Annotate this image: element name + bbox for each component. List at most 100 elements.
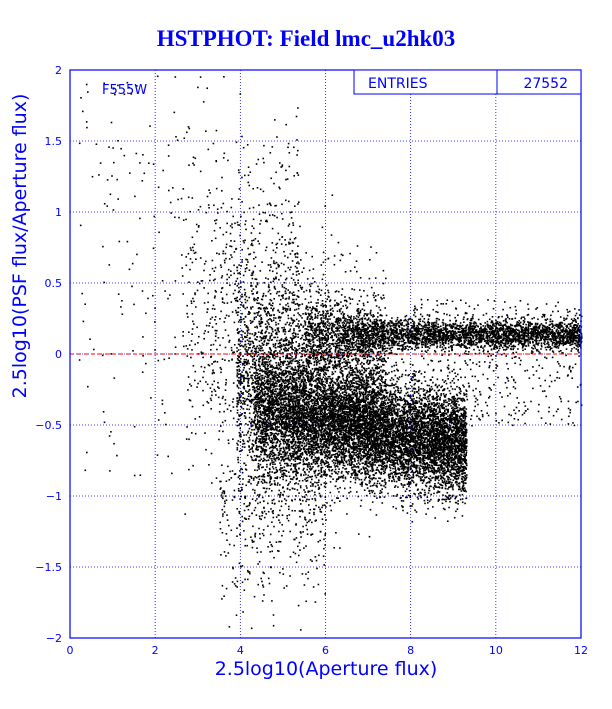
data-point [349,366,351,368]
data-point [379,421,381,424]
data-point [463,420,465,422]
data-point [350,404,353,406]
data-point [396,462,399,465]
data-point [304,434,306,437]
data-point [395,441,398,443]
data-point [274,367,276,370]
data-point [394,486,396,488]
data-point [355,429,357,432]
data-point [379,415,382,418]
data-point [430,430,433,432]
data-point [461,400,464,402]
data-point [302,435,305,437]
data-point [458,488,460,491]
data-point [454,388,456,391]
data-point [430,421,433,424]
data-point [333,415,335,418]
data-point [446,433,448,436]
data-point [397,467,399,469]
data-point [301,378,303,381]
data-point [415,446,418,448]
data-point [396,380,398,383]
data-point [255,369,258,372]
data-point [386,465,388,468]
data-point [214,339,217,342]
data-point [282,458,284,461]
data-point [371,421,374,423]
data-point [438,409,441,411]
data-point [419,470,421,473]
data-point [332,459,335,461]
data-point [197,226,200,228]
data-point [255,403,257,406]
data-point [320,401,322,403]
data-point [449,381,452,384]
data-point [405,496,407,499]
data-point [454,441,456,443]
data-point [374,460,377,463]
data-point [330,392,332,394]
data-point [340,450,343,453]
data-point [386,416,389,419]
data-point [351,446,354,448]
data-point [460,453,462,455]
data-point [424,371,426,373]
data-point [447,378,449,380]
data-point [283,390,286,392]
data-point [438,479,440,482]
data-point [356,463,358,465]
data-point [318,374,320,376]
data-point [391,464,394,466]
data-point [352,430,354,433]
data-point [465,389,467,391]
data-point [287,349,289,352]
data-point [389,393,391,395]
data-point [355,421,357,423]
data-point [265,454,268,456]
data-point [428,408,431,411]
data-point [370,440,373,442]
data-point [437,486,439,489]
data-point [398,477,401,479]
data-point [256,355,259,358]
data-point [273,393,275,395]
data-point [464,454,467,456]
data-point [282,403,285,406]
data-point [357,417,360,419]
data-point [457,423,459,425]
data-point [365,446,368,449]
data-point [323,434,326,436]
data-point [426,447,429,449]
data-point [401,373,404,376]
data-point [427,434,429,437]
data-point [349,404,351,406]
data-point [426,437,428,439]
data-point [401,463,403,466]
data-point [380,394,383,396]
data-point [364,422,366,425]
data-point [376,482,379,485]
data-point [386,424,389,426]
data-point [456,410,459,412]
data-point [440,393,442,395]
data-point [302,398,305,401]
data-point [289,400,292,402]
data-point [398,403,400,405]
data-point [400,397,402,400]
data-point [261,381,263,383]
data-point [299,371,302,373]
data-point [298,401,300,403]
data-point [388,420,390,423]
data-point [275,420,278,423]
data-point [311,379,313,381]
data-point [364,392,367,394]
data-point [443,463,446,466]
data-point [262,398,264,400]
data-point [271,455,274,457]
data-point [423,446,425,448]
data-point [453,448,456,451]
data-point [254,476,257,478]
data-point [323,441,325,443]
data-point [391,401,394,404]
data-point [390,441,392,443]
